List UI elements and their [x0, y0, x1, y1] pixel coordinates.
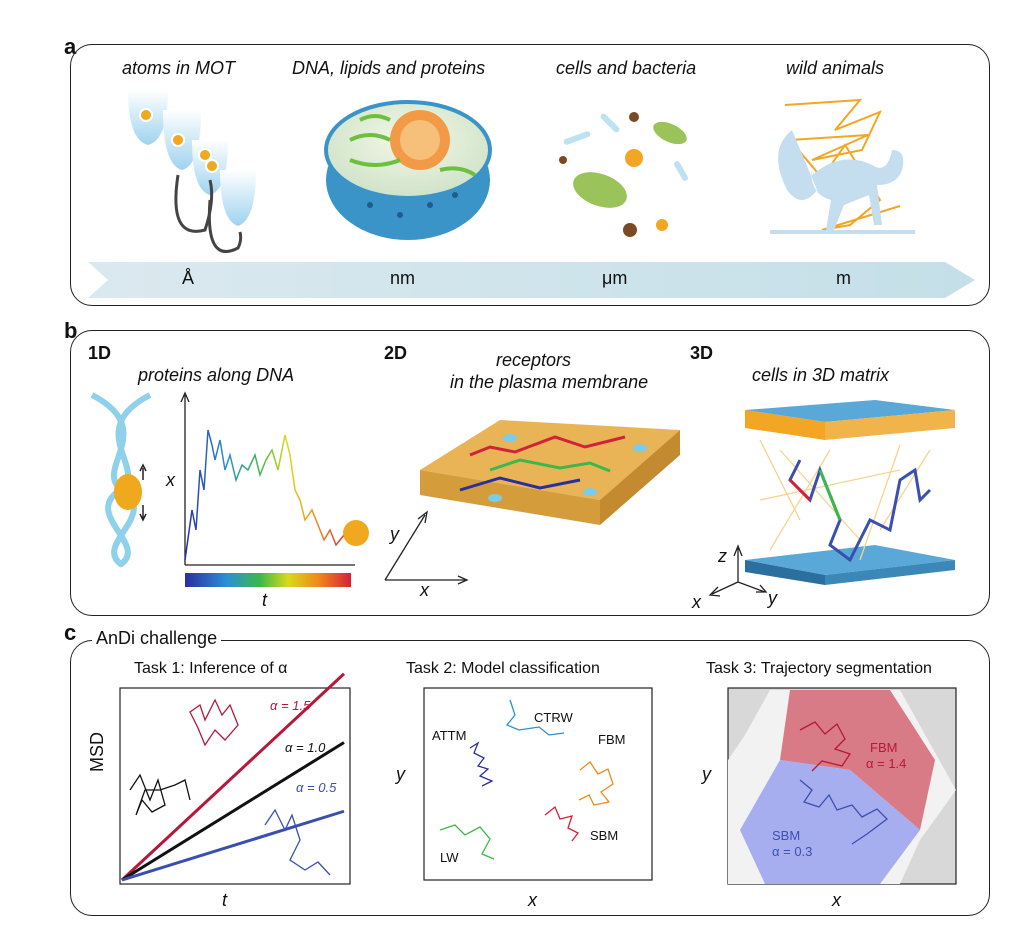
- model-lw: LW: [440, 850, 459, 865]
- traj-alpha-1-0: [129, 773, 191, 816]
- scale-nm: nm: [390, 268, 416, 288]
- panel-c-letter: c: [64, 620, 77, 645]
- task2-title: Task 2: Model classification: [406, 660, 600, 677]
- traj-fbm: [578, 761, 614, 806]
- series-label-1-0: α = 1.0: [285, 740, 326, 755]
- task3-ylabel: y: [702, 764, 711, 784]
- dim-1d: 1D: [88, 343, 112, 363]
- traj-alpha-0-5: [264, 808, 331, 876]
- scale-angstrom: Å: [182, 268, 195, 288]
- scale-arrow-band: [88, 262, 975, 298]
- seg1-alpha: α = 1.4: [866, 756, 907, 771]
- scale-m: m: [836, 268, 851, 288]
- time-colorbar: [185, 573, 351, 587]
- scale-um: μm: [602, 268, 628, 288]
- task3-title: Task 3: Trajectory segmentation: [706, 660, 932, 677]
- cell-icon: [324, 100, 492, 240]
- label-proteins-dna: proteins along DNA: [138, 365, 295, 385]
- traj-ctrw: [505, 699, 565, 736]
- matrix-3d-icon: [745, 400, 955, 585]
- label-animals: wild animals: [786, 58, 885, 78]
- traj-attm: [469, 741, 494, 787]
- dim-2d: 2D: [384, 343, 408, 363]
- task1-xlabel: t: [222, 890, 228, 910]
- label-plasma-membrane: in the plasma membrane: [450, 372, 649, 392]
- protein-icon: [114, 474, 142, 510]
- axis-y-3d: y: [768, 588, 777, 608]
- panel-b-letter: b: [64, 318, 78, 343]
- msd-line-0: [120, 672, 346, 882]
- model-fbm: FBM: [598, 732, 626, 747]
- series-label-1-5: α = 1.5: [270, 698, 311, 713]
- traj-alpha-1-5: [189, 698, 239, 747]
- dim-3d: 3D: [690, 343, 714, 363]
- msd-line-1: [121, 741, 345, 882]
- panel-b-box: [70, 330, 990, 616]
- label-cells: cells and bacteria: [556, 58, 697, 78]
- axis-t-1d: t: [262, 590, 268, 610]
- traj-lw: [439, 824, 495, 860]
- label-3d-matrix: cells in 3D matrix: [752, 365, 890, 385]
- seg-sbm-region: [740, 760, 920, 884]
- bacteria-icon: [559, 112, 688, 237]
- series-label-0-5: α = 0.5: [296, 780, 337, 795]
- axis-x-3d: x: [692, 592, 701, 612]
- task2-xlabel: x: [528, 890, 537, 910]
- task1-title: Task 1: Inference of α: [134, 660, 288, 677]
- label-dna: DNA, lipids and proteins: [292, 58, 486, 78]
- seg1-name: FBM: [870, 740, 898, 755]
- model-sbm: SBM: [590, 828, 619, 843]
- panel-c-box: [70, 640, 990, 916]
- axis-z-3d: z: [718, 546, 727, 566]
- seg2-name: SBM: [772, 828, 801, 843]
- seg-fbm-region: [780, 690, 935, 830]
- label-receptors: receptors: [496, 350, 572, 370]
- task3-xlabel: x: [832, 890, 841, 910]
- msd-line-2: [121, 809, 345, 882]
- model-ctrw: CTRW: [534, 710, 573, 725]
- mot-tubes-icon: [128, 90, 256, 254]
- seg2-alpha: α = 0.3: [772, 844, 813, 859]
- axis-x-1d: x: [166, 470, 175, 490]
- axis-y-2d: y: [390, 524, 399, 544]
- label-atoms: atoms in MOT: [122, 58, 236, 78]
- membrane-icon: [420, 420, 680, 525]
- model-attm: ATTM: [432, 728, 467, 743]
- monkey-icon: [770, 98, 915, 234]
- traj-sbm: [544, 805, 579, 842]
- task2-ylabel: y: [396, 764, 405, 784]
- challenge-title: AnDi challenge: [92, 628, 222, 649]
- panel-a-box: [70, 44, 990, 306]
- axis-x-2d: x: [420, 580, 429, 600]
